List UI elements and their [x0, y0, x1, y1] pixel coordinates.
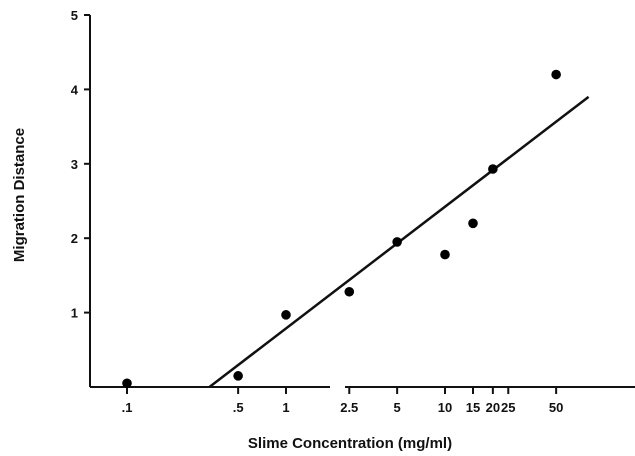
x-tick-label-50: 50	[549, 400, 563, 415]
x-tick-label-20: 20	[486, 400, 500, 415]
data-point-4	[344, 286, 355, 297]
y-tick-label-1: 1	[71, 306, 78, 321]
x-tick-label-25: 25	[501, 400, 515, 415]
data-point-3	[281, 310, 291, 320]
data-point-5	[392, 237, 402, 247]
x-tick-label-1: 1	[282, 400, 289, 415]
x-tick-label-10: 10	[438, 400, 452, 415]
x-tick-label-.5: .5	[233, 400, 244, 415]
x-tick-label-.1: .1	[122, 400, 133, 415]
chart-points	[122, 69, 561, 389]
data-point-1	[122, 378, 132, 389]
chart-ticks: 1 2 3 4 5 .1 .5 1 2.5 5 10 15 20 25 50	[71, 8, 564, 415]
data-point-6	[440, 249, 450, 260]
x-tick-label-5: 5	[394, 400, 401, 415]
y-tick-label-5: 5	[71, 8, 78, 23]
data-point-2	[233, 371, 243, 381]
y-tick-label-2: 2	[71, 231, 78, 246]
x-tick-label-2.5: 2.5	[340, 400, 358, 415]
x-axis-title: Slime Concentration (mg/ml)	[248, 435, 452, 452]
y-tick-label-3: 3	[71, 157, 78, 172]
y-tick-label-4: 4	[71, 82, 79, 97]
data-point-8	[488, 164, 498, 174]
data-point-9	[551, 69, 561, 80]
y-axis-title: Migration Distance	[11, 128, 28, 262]
x-tick-label-15: 15	[466, 400, 480, 415]
data-point-7	[468, 218, 478, 229]
